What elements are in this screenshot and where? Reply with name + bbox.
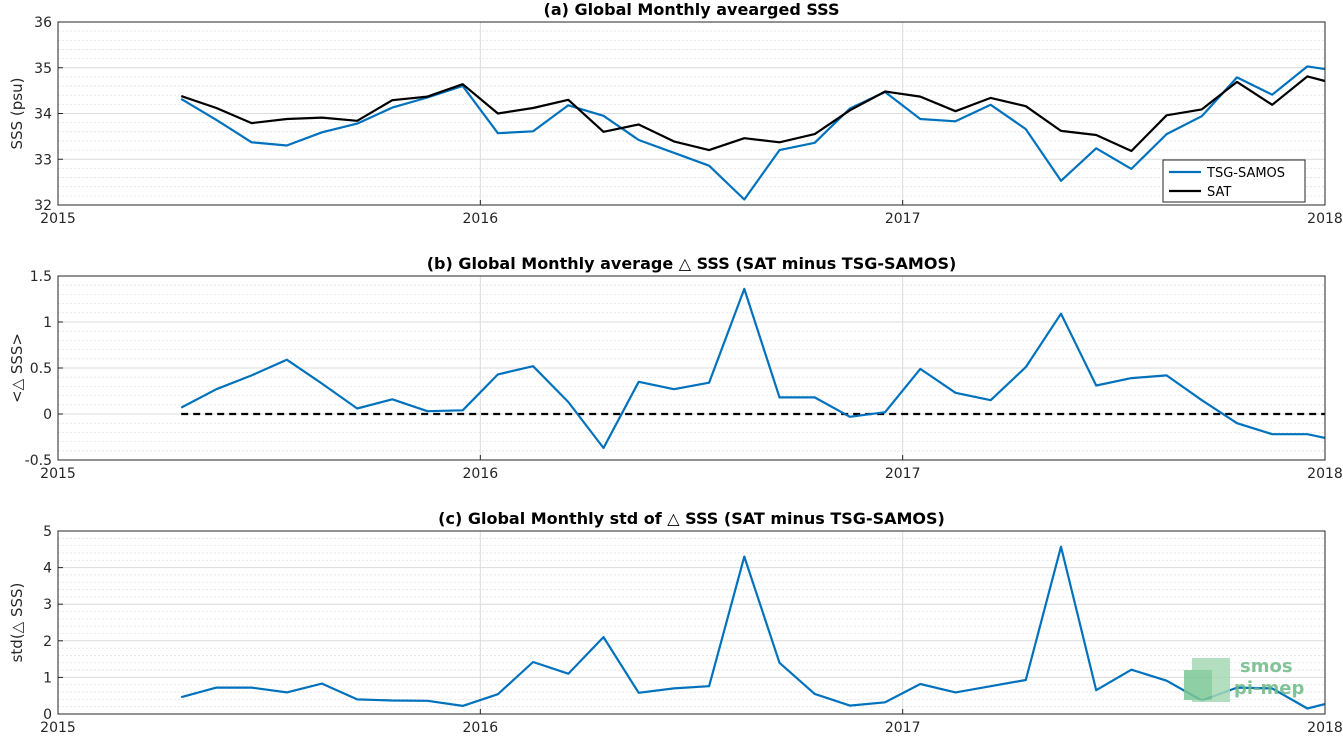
y-tick-label: 2	[43, 634, 52, 650]
y-tick-label: 0	[43, 407, 52, 423]
y-tick-label: 35	[34, 61, 52, 77]
series-line-0	[180, 287, 1326, 450]
smos-pimep-logo: smos pi-mep	[1184, 656, 1304, 702]
chart-panel-0: 32 33 34 35 36 2015 2016 2017 2018 (a) Global Mon…	[8, 0, 1343, 227]
y-axis-label: <△ SSS>	[8, 333, 26, 403]
logo-text-line2: pi-mep	[1234, 678, 1304, 699]
x-tick-label: 2015	[40, 211, 76, 227]
x-tick-label: 2015	[40, 466, 76, 482]
y-tick-label: 1	[43, 315, 52, 331]
chart-title: (a) Global Monthly avearged SSS	[544, 0, 840, 19]
legend-label: SAT	[1207, 185, 1231, 200]
legend-label: TSG-SAMOS	[1206, 166, 1285, 181]
x-tick-label: 2018	[1307, 211, 1343, 227]
chart-title: (c) Global Monthly std of △ SSS (SAT min…	[438, 509, 945, 528]
y-tick-label: -0.5	[25, 453, 52, 469]
x-tick-label: 2016	[463, 466, 499, 482]
y-tick-label: 5	[43, 524, 52, 540]
y-axis-label: SSS (psu)	[8, 78, 26, 150]
y-tick-label: 1.5	[30, 269, 52, 285]
y-tick-label: 0	[43, 707, 52, 723]
plot-area	[58, 531, 1325, 714]
y-tick-label: 32	[34, 198, 52, 214]
x-tick-label: 2015	[40, 720, 76, 736]
legend-box	[1162, 159, 1306, 203]
y-axis-label: std(△ SSS)	[8, 583, 26, 663]
x-tick-label: 2018	[1307, 720, 1343, 736]
logo-block-icon	[1184, 670, 1212, 700]
axes-box	[57, 530, 1326, 715]
series-line-0	[180, 545, 1326, 710]
chart-title: (b) Global Monthly average △ SSS (SAT mi…	[427, 254, 957, 273]
chart-panel-2: 0 1 2 3 4 5 2015 2016 2017 2018 (c) Global Monthly…	[8, 509, 1343, 736]
y-tick-label: 1	[43, 670, 52, 686]
x-tick-label: 2018	[1307, 466, 1343, 482]
y-tick-label: 0.5	[30, 361, 52, 377]
x-tick-label: 2017	[885, 211, 921, 227]
x-tick-label: 2017	[885, 720, 921, 736]
series-line-0	[180, 65, 1326, 201]
x-tick-label: 2016	[463, 720, 499, 736]
y-tick-label: 3	[43, 597, 52, 613]
y-tick-label: 33	[34, 152, 52, 168]
y-tick-label: 4	[43, 561, 52, 577]
x-tick-label: 2016	[463, 211, 499, 227]
y-tick-label: 34	[34, 107, 52, 123]
y-tick-label: 36	[34, 15, 52, 31]
chart-panel-1: -0.5 0 0.5 1 1.5 2015 2016 2017 2018 (b) Global M…	[8, 254, 1343, 482]
x-tick-label: 2017	[885, 466, 921, 482]
series-line-1	[180, 75, 1326, 153]
logo-text-line1: smos	[1240, 656, 1293, 677]
